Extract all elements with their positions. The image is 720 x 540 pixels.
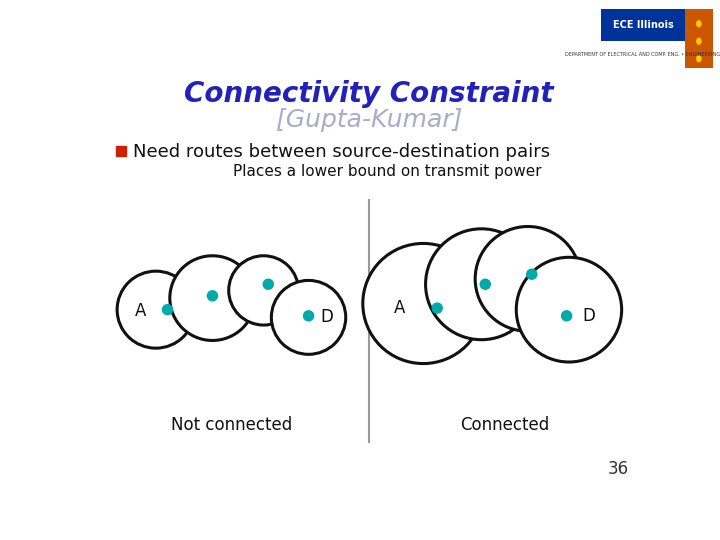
Text: Not connected: Not connected — [171, 416, 292, 434]
FancyBboxPatch shape — [685, 9, 713, 68]
Text: D: D — [582, 307, 595, 325]
Text: [Gupta-Kumar]: [Gupta-Kumar] — [276, 108, 462, 132]
Circle shape — [516, 257, 621, 362]
Circle shape — [207, 291, 217, 301]
Text: D: D — [320, 308, 333, 326]
Circle shape — [170, 256, 255, 340]
Text: Connectivity Constraint: Connectivity Constraint — [184, 80, 554, 108]
Circle shape — [562, 311, 572, 321]
Circle shape — [163, 305, 173, 315]
Circle shape — [304, 311, 314, 321]
Text: Need routes between source-destination pairs: Need routes between source-destination p… — [133, 143, 551, 161]
Circle shape — [264, 279, 274, 289]
Text: DEPARTMENT OF ELECTRICAL AND COMP. ENG. • ENGINEERING: DEPARTMENT OF ELECTRICAL AND COMP. ENG. … — [565, 52, 720, 57]
Text: A: A — [395, 299, 405, 317]
Text: Connected: Connected — [460, 416, 549, 434]
Circle shape — [696, 55, 701, 63]
Circle shape — [527, 269, 537, 279]
Circle shape — [426, 229, 537, 340]
Circle shape — [117, 271, 194, 348]
Circle shape — [271, 280, 346, 354]
Text: A: A — [135, 302, 146, 320]
Circle shape — [480, 279, 490, 289]
Circle shape — [363, 244, 484, 363]
Circle shape — [475, 226, 580, 331]
Circle shape — [229, 256, 299, 325]
Circle shape — [696, 20, 701, 28]
Circle shape — [696, 38, 701, 45]
Text: 36: 36 — [608, 460, 629, 478]
Text: ECE Illinois: ECE Illinois — [613, 20, 673, 30]
Text: Places a lower bound on transmit power: Places a lower bound on transmit power — [233, 164, 542, 179]
FancyBboxPatch shape — [116, 146, 126, 157]
Circle shape — [432, 303, 442, 313]
FancyBboxPatch shape — [601, 9, 685, 41]
